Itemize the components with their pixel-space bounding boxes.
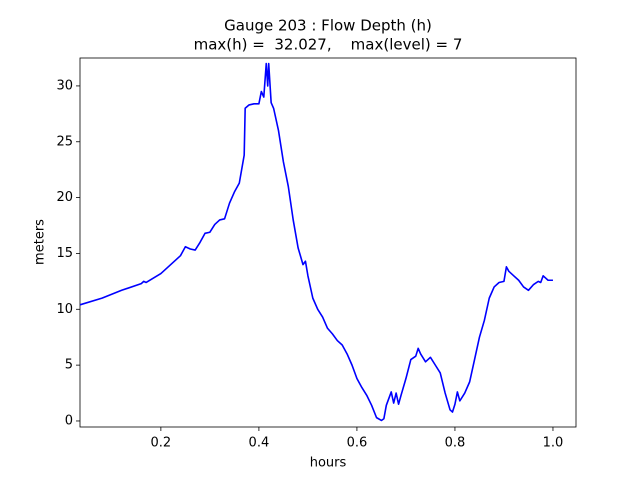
y-tick-label: 25 <box>56 134 73 149</box>
y-tick-label: 15 <box>56 246 73 261</box>
chart-title: Gauge 203 : Flow Depth (h) <box>224 17 432 35</box>
y-tick-label: 10 <box>56 302 73 317</box>
x-tick-label: 0.4 <box>249 436 270 451</box>
x-tick-label: 1.0 <box>543 436 564 451</box>
y-axis-label: meters <box>33 219 48 265</box>
y-tick-label: 5 <box>65 358 73 373</box>
plot-frame <box>79 57 577 428</box>
x-tick-label: 0.2 <box>151 436 172 451</box>
x-axis-label: hours <box>310 456 347 471</box>
y-tick-label: 0 <box>65 413 73 428</box>
x-tick-label: 0.6 <box>347 436 368 451</box>
chart-subtitle: max(h) = 32.027, max(level) = 7 <box>194 36 463 54</box>
x-tick-label: 0.8 <box>445 436 466 451</box>
y-tick-label: 20 <box>56 190 73 205</box>
y-tick-label: 30 <box>56 78 73 93</box>
data-line <box>79 62 553 422</box>
